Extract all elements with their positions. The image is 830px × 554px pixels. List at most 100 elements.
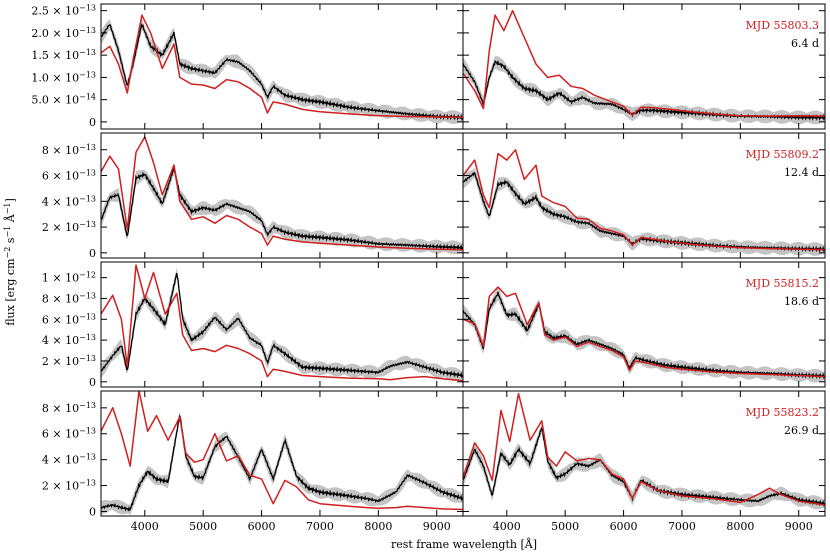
y-tick-mantissa: 2.0 × 10 [31, 27, 79, 40]
spectrum-panel: MJD 55809.2 12.4 d [462, 132, 826, 259]
y-tick-mantissa: 6 × 10 [42, 428, 79, 441]
y-axis-label-sup: −1 [3, 226, 12, 238]
y-tick-label: 0 [89, 376, 96, 389]
y-tick-exponent: −13 [79, 220, 96, 229]
y-tick-label: 1.5 × 10−13 [31, 48, 96, 62]
y-tick-label: 4 × 10−13 [42, 333, 96, 347]
phase-label: 26.9 d [784, 424, 819, 437]
mjd-label: MJD 55803.3 [746, 19, 819, 32]
y-tick-mantissa: 5.0 × 10 [31, 94, 79, 107]
model-spectrum-line [101, 391, 463, 511]
mjd-label: MJD 55815.2 [746, 277, 819, 290]
model-spectrum-line [463, 149, 825, 251]
y-tick-exponent: −13 [79, 48, 96, 57]
plot-area [463, 286, 825, 383]
y-tick-label: 0 [89, 247, 96, 260]
y-tick-exponent: −13 [79, 354, 96, 363]
y-tick-exponent: −13 [79, 291, 96, 300]
model-spectrum-line [463, 9, 825, 117]
x-tick-label: 9000 [423, 520, 451, 533]
plot-area [101, 391, 463, 515]
y-tick-label: 6 × 10−13 [42, 169, 96, 183]
x-tick-label: 4000 [493, 520, 521, 533]
y-tick-mantissa: 1.5 × 10 [31, 49, 79, 62]
y-tick-mantissa: 2 × 10 [42, 355, 79, 368]
model-spectrum-line [101, 14, 463, 119]
x-tick-label: 4000 [131, 520, 159, 533]
y-tick-mantissa: 2 × 10 [42, 221, 79, 234]
y-tick-label: 5.0 × 10−14 [31, 93, 96, 107]
x-tick-label: 5000 [551, 520, 579, 533]
phase-label: 18.6 d [784, 295, 819, 308]
observed-spectrum-line [101, 414, 463, 512]
y-tick-exponent: −14 [79, 93, 96, 102]
y-tick-exponent: −13 [79, 194, 96, 203]
y-tick-exponent: −13 [79, 453, 96, 462]
model-spectrum-line [101, 136, 463, 251]
x-tick-label: 7000 [668, 520, 696, 533]
model-spectrum-line [101, 264, 463, 382]
y-tick-mantissa: 0 [89, 247, 96, 260]
y-tick-exponent: −13 [79, 479, 96, 488]
mjd-label: MJD 55809.2 [746, 148, 819, 161]
x-axis-label: rest frame wavelength [Å] [391, 537, 537, 551]
spectrum-panel: 02 × 10−134 × 10−136 × 10−138 × 10−131 ×… [42, 261, 464, 389]
observed-spectrum-line [463, 171, 825, 253]
y-tick-mantissa: 1 × 10 [42, 272, 79, 285]
spectrum-panel: 05.0 × 10−141.0 × 10−131.5 × 10−132.0 × … [31, 3, 464, 130]
x-tick-label: 6000 [610, 520, 638, 533]
y-tick-label: 1.0 × 10−13 [31, 70, 96, 84]
y-tick-label: 8 × 10−13 [42, 401, 96, 415]
y-tick-label: 8 × 10−13 [42, 143, 96, 157]
y-tick-exponent: −13 [79, 333, 96, 342]
y-tick-label: 2.5 × 10−13 [31, 4, 96, 18]
y-axis-label-part: s [4, 237, 17, 246]
y-tick-label: 0 [89, 116, 96, 129]
y-tick-label: 6 × 10−13 [42, 312, 96, 326]
y-tick-exponent: −13 [79, 143, 96, 152]
y-tick-label: 1 × 10−12 [42, 271, 96, 285]
spectrum-panel: 4000 5000 6000 7000 8000 9000 MJD 55823.2 26.9 … [462, 390, 826, 533]
spectrum-panel: 02 × 10−134 × 10−136 × 10−138 × 10−13 [42, 132, 464, 260]
y-axis-label-part: ] [4, 198, 17, 202]
plot-area [101, 14, 463, 124]
y-tick-exponent: −13 [79, 401, 96, 410]
panel-frame [462, 132, 826, 259]
y-tick-mantissa: 2.5 × 10 [31, 5, 79, 18]
y-tick-label: 2 × 10−13 [42, 354, 96, 368]
y-tick-label: 8 × 10−13 [42, 291, 96, 305]
panel-frame [462, 261, 826, 388]
y-tick-exponent: −13 [79, 26, 96, 35]
panel-frame [462, 390, 826, 517]
x-tick-label: 9000 [785, 520, 813, 533]
y-tick-mantissa: 1.0 × 10 [31, 71, 79, 84]
y-tick-mantissa: 0 [89, 505, 96, 518]
plot-area [463, 149, 825, 256]
y-tick-mantissa: 2 × 10 [42, 480, 79, 493]
y-axis-label-part: Å [3, 213, 17, 225]
y-axis-label-sup: −1 [3, 202, 12, 214]
y-tick-label: 4 × 10−13 [42, 194, 96, 208]
observed-spectrum-line [101, 272, 463, 379]
phase-label: 12.4 d [784, 166, 819, 179]
x-tick-label: 5000 [189, 520, 217, 533]
model-spectrum-line [463, 286, 825, 378]
y-tick-mantissa: 6 × 10 [42, 170, 79, 183]
panel-frame [462, 3, 826, 130]
y-tick-exponent: −13 [79, 70, 96, 79]
x-tick-label: 6000 [248, 520, 276, 533]
observed-uncertainty-band [463, 168, 825, 256]
model-spectrum-line [463, 392, 825, 506]
y-tick-mantissa: 8 × 10 [42, 292, 79, 305]
y-axis-label: flux [erg cm−2 s−1 Å−1] [3, 198, 17, 326]
y-tick-label: 2 × 10−13 [42, 479, 96, 493]
phase-label: 6.4 d [791, 37, 819, 50]
panel-grid: 05.0 × 10−141.0 × 10−131.5 × 10−132.0 × … [31, 3, 826, 533]
y-tick-label: 2 × 10−13 [42, 220, 96, 234]
y-tick-mantissa: 8 × 10 [42, 402, 79, 415]
observed-spectrum-line [101, 166, 463, 252]
y-tick-label: 4 × 10−13 [42, 453, 96, 467]
spectrum-panel: MJD 55815.2 18.6 d [462, 261, 826, 388]
